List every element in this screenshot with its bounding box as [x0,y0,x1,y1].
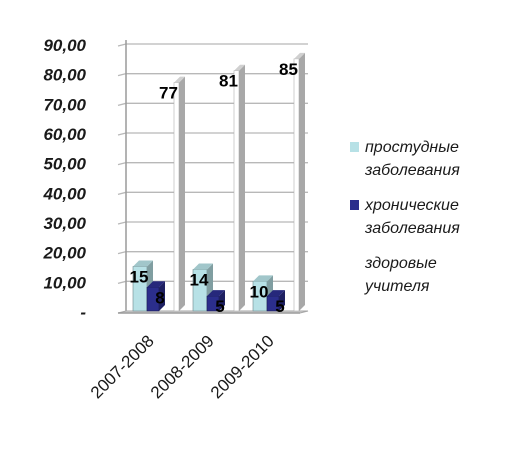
legend-swatch [350,200,359,210]
gridline [117,221,308,225]
legend-label: заболевания [364,162,460,179]
y-tick-label: - [80,303,86,322]
legend-swatch [350,142,359,152]
gridline [117,132,308,136]
bar-side [279,290,285,311]
legend-label: хронические [364,197,459,214]
bar-side [239,64,245,311]
bar-side [159,281,165,311]
gridline [117,191,308,195]
bars [132,52,305,312]
bar-top [253,275,273,282]
bar-top [147,281,165,288]
bar [293,58,300,312]
x-category-label: 2007-2008 [87,331,158,402]
y-tick-label: 40,00 [42,184,86,203]
bar-top [294,52,305,59]
data-label: 5 [215,297,224,316]
y-tick-label: 70,00 [43,95,86,114]
bar-side [179,76,185,311]
data-label: 15 [130,268,149,287]
data-label: 10 [250,282,269,301]
y-tick-label: 30,00 [43,214,86,233]
gridlines [117,43,308,284]
data-label: 5 [275,297,284,316]
bar-side [299,52,305,311]
y-tick-label: 20,00 [42,244,86,263]
gridline [117,102,308,106]
bar [173,82,180,312]
y-tick-label: 80,00 [43,66,86,85]
x-category-label: 2009-2010 [207,331,278,402]
data-label: 81 [219,72,238,91]
legend: простудные заболевания хронические заболева… [350,139,460,295]
x-category-label: 2008-2009 [147,331,218,402]
bar-top [234,64,245,71]
legend-label: простудные [365,139,459,156]
bar [233,70,240,312]
bar-side [219,290,225,311]
data-labels: 15 8 77 14 5 81 10 5 85 [130,60,298,316]
bar-top [207,290,225,297]
legend-label: заболевания [364,220,460,237]
bar-top [267,290,285,297]
y-axis-ticks: - 10,00 20,00 30,00 40,00 50,00 60,00 70,00 80,0… [42,36,86,322]
bar-top [133,260,153,267]
y-tick-label: 60,00 [43,125,86,144]
legend-label: здоровые [364,255,437,272]
gridline [117,162,308,166]
y-tick-label: 90,00 [43,36,86,55]
data-label: 85 [279,60,298,79]
axes [117,40,309,314]
data-label: 8 [155,288,164,307]
gridline [117,251,308,255]
gridline [117,43,308,47]
bar-top [193,263,213,270]
y-tick-label: 10,00 [43,273,86,292]
bar-top [174,76,185,83]
legend-label: учителя [364,278,430,295]
data-label: 14 [190,270,209,289]
y-tick-label: 50,00 [43,155,86,174]
legend-swatch [350,258,359,268]
data-label: 77 [159,84,178,103]
